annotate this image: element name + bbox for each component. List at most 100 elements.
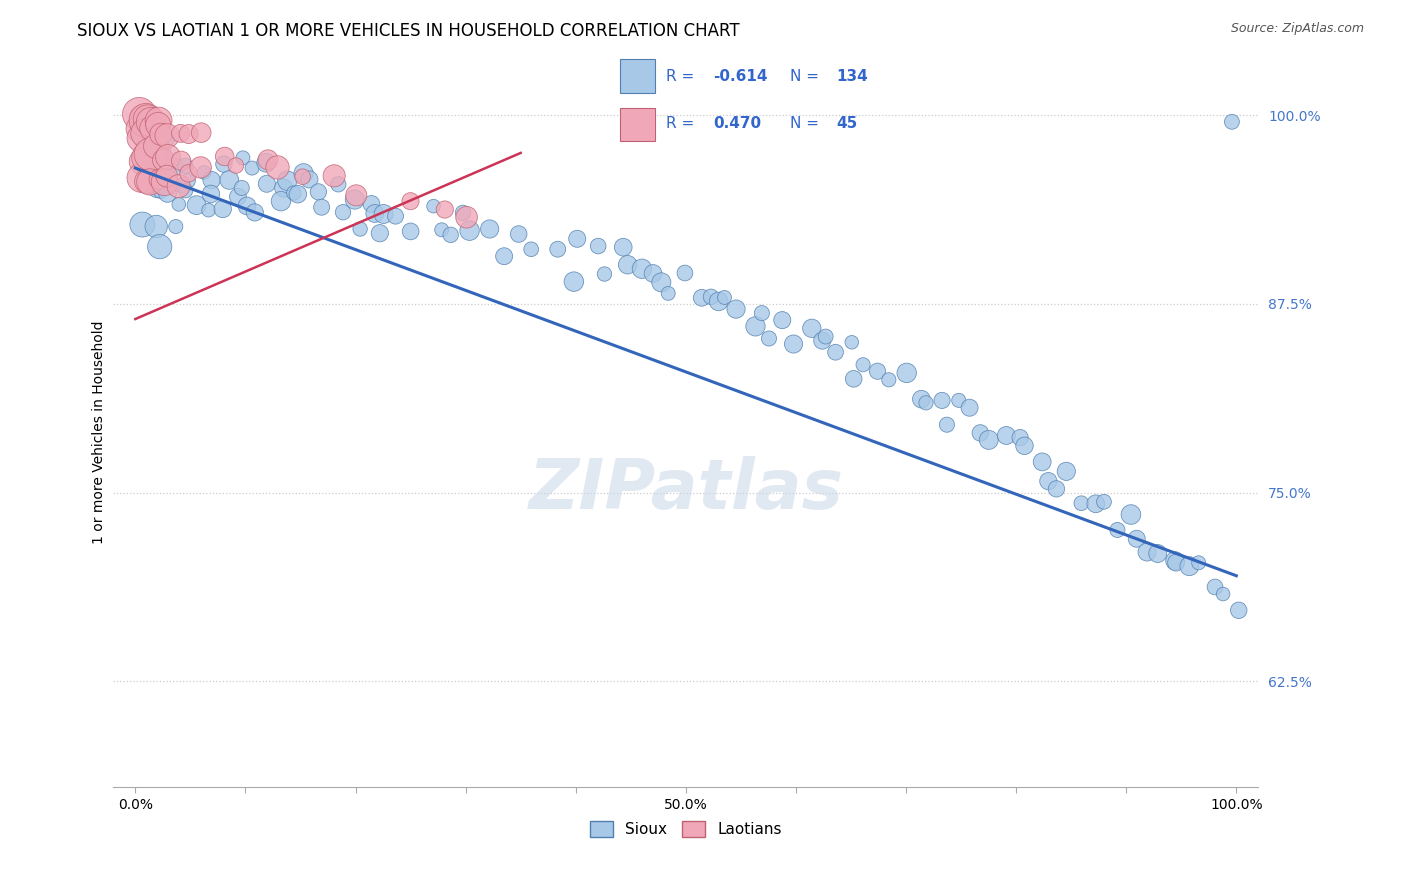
- Point: [1084, 497, 1107, 511]
- Point: [1054, 464, 1077, 478]
- Point: [257, 153, 280, 167]
- Point: [243, 205, 266, 219]
- Point: [562, 275, 585, 289]
- Point: [1119, 508, 1142, 522]
- Point: [842, 372, 865, 386]
- Point: [567, 232, 589, 246]
- Point: [1220, 115, 1243, 129]
- Point: [948, 393, 970, 408]
- Point: [1136, 545, 1159, 559]
- Point: [170, 153, 193, 168]
- Point: [276, 174, 298, 188]
- Point: [931, 393, 953, 408]
- Point: [612, 240, 634, 254]
- Point: [744, 319, 766, 334]
- Point: [866, 364, 889, 378]
- Point: [1164, 556, 1187, 570]
- Point: [520, 242, 543, 256]
- Point: [440, 227, 463, 242]
- Point: [152, 153, 174, 167]
- Point: [283, 186, 305, 200]
- Point: [149, 239, 172, 253]
- Point: [433, 202, 456, 217]
- Point: [1146, 547, 1168, 561]
- Point: [156, 150, 179, 164]
- Point: [146, 118, 169, 132]
- Point: [456, 211, 478, 225]
- Point: [231, 181, 253, 195]
- Point: [307, 185, 329, 199]
- Text: R =: R =: [666, 117, 700, 131]
- Point: [384, 209, 406, 223]
- Point: [128, 121, 150, 136]
- Point: [155, 162, 177, 177]
- Point: [977, 433, 1000, 447]
- Point: [146, 145, 169, 159]
- Point: [298, 172, 321, 186]
- Point: [782, 337, 804, 351]
- Point: [190, 126, 212, 140]
- Point: [152, 169, 174, 184]
- Point: [349, 222, 371, 236]
- Point: [236, 199, 259, 213]
- Point: [174, 159, 197, 173]
- Point: [673, 266, 696, 280]
- Point: [131, 170, 153, 185]
- Point: [724, 302, 747, 317]
- Point: [270, 194, 292, 209]
- Point: [344, 188, 367, 202]
- Text: 134: 134: [837, 70, 868, 84]
- Point: [186, 198, 208, 212]
- Point: [700, 290, 723, 304]
- Point: [910, 392, 932, 406]
- Text: Source: ZipAtlas.com: Source: ZipAtlas.com: [1230, 22, 1364, 36]
- Point: [547, 242, 569, 256]
- Point: [323, 169, 346, 183]
- Point: [177, 166, 200, 180]
- Point: [593, 267, 616, 281]
- Point: [170, 178, 193, 193]
- Point: [256, 177, 278, 191]
- Point: [149, 128, 172, 142]
- Point: [136, 155, 159, 169]
- Point: [616, 258, 638, 272]
- Point: [169, 127, 191, 141]
- Point: [138, 175, 160, 189]
- Point: [148, 113, 170, 128]
- Point: [811, 334, 834, 348]
- Bar: [620, 108, 655, 141]
- Point: [877, 373, 900, 387]
- Point: [177, 127, 200, 141]
- Point: [153, 175, 176, 189]
- Point: [1031, 455, 1053, 469]
- Text: N =: N =: [790, 117, 828, 131]
- Point: [131, 218, 153, 232]
- Y-axis label: 1 or more Vehicles in Household: 1 or more Vehicles in Household: [93, 320, 107, 544]
- Point: [266, 161, 288, 175]
- Point: [430, 223, 453, 237]
- Point: [631, 261, 654, 276]
- Point: [177, 174, 200, 188]
- Text: -0.614: -0.614: [713, 70, 768, 84]
- Point: [935, 417, 957, 432]
- Point: [751, 306, 773, 320]
- Point: [139, 153, 162, 167]
- Point: [190, 161, 212, 175]
- Point: [174, 184, 197, 198]
- Point: [149, 184, 172, 198]
- Point: [478, 222, 501, 236]
- Point: [142, 121, 165, 136]
- Point: [136, 151, 159, 165]
- Point: [770, 313, 793, 327]
- Point: [995, 428, 1018, 442]
- Point: [1212, 587, 1234, 601]
- Legend: Sioux, Laotians: Sioux, Laotians: [583, 815, 787, 843]
- Point: [690, 291, 713, 305]
- Point: [146, 180, 169, 194]
- Point: [155, 132, 177, 146]
- Text: ZIPatlas: ZIPatlas: [529, 456, 844, 523]
- Point: [896, 366, 918, 380]
- Point: [343, 193, 366, 207]
- Text: N =: N =: [790, 70, 824, 84]
- Point: [852, 358, 875, 372]
